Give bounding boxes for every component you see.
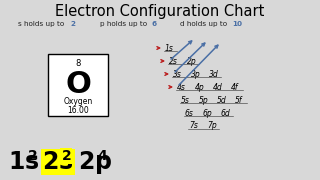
Text: 10: 10	[232, 21, 242, 27]
Text: 4f: 4f	[231, 82, 238, 91]
Text: 2: 2	[70, 21, 75, 27]
Text: 6d: 6d	[221, 109, 231, 118]
Text: 6s: 6s	[185, 109, 194, 118]
Text: 5p: 5p	[199, 96, 209, 105]
Text: 2s: 2s	[169, 57, 178, 66]
Text: p holds up to: p holds up to	[100, 21, 149, 27]
Text: $\mathbf{2}$: $\mathbf{2}$	[27, 149, 37, 163]
Text: $\mathbf{1s}$: $\mathbf{1s}$	[8, 150, 39, 174]
Text: 2p: 2p	[187, 57, 197, 66]
Text: 3d: 3d	[209, 69, 219, 78]
Text: $\mathbf{2s}$: $\mathbf{2s}$	[42, 150, 73, 174]
Text: 4p: 4p	[195, 82, 205, 91]
Text: 7p: 7p	[207, 122, 217, 130]
Text: 3s: 3s	[173, 69, 182, 78]
Text: $\mathbf{2p}$: $\mathbf{2p}$	[78, 148, 112, 176]
Text: $\mathbf{2}$: $\mathbf{2}$	[61, 149, 71, 163]
Text: 5d: 5d	[217, 96, 227, 105]
Text: s holds up to: s holds up to	[18, 21, 67, 27]
Text: $\mathbf{4}$: $\mathbf{4}$	[97, 149, 108, 163]
Text: 5f: 5f	[235, 96, 243, 105]
Text: 4d: 4d	[213, 82, 223, 91]
Text: d holds up to: d holds up to	[180, 21, 229, 27]
Text: 6: 6	[152, 21, 157, 27]
Text: O: O	[65, 69, 91, 98]
Text: 5s: 5s	[181, 96, 190, 105]
Text: Oxygen: Oxygen	[63, 96, 92, 105]
Text: 8: 8	[75, 58, 81, 68]
FancyBboxPatch shape	[48, 54, 108, 116]
Text: Electron Configuration Chart: Electron Configuration Chart	[55, 3, 265, 19]
Text: 7s: 7s	[189, 122, 198, 130]
Text: 1s: 1s	[165, 44, 174, 53]
Text: 4s: 4s	[177, 82, 186, 91]
Text: 3p: 3p	[191, 69, 201, 78]
Text: 6p: 6p	[203, 109, 213, 118]
Text: 16.00: 16.00	[67, 105, 89, 114]
